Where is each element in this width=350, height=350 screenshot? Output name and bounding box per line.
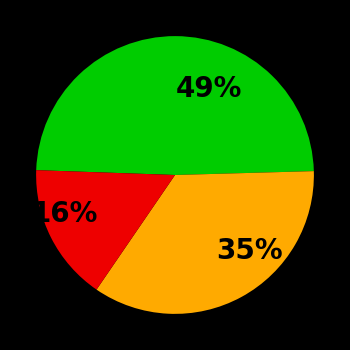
Wedge shape [97, 171, 314, 314]
Text: 16%: 16% [32, 200, 98, 228]
Text: 35%: 35% [216, 237, 283, 265]
Wedge shape [36, 36, 314, 175]
Wedge shape [36, 170, 175, 289]
Text: 49%: 49% [175, 75, 242, 103]
